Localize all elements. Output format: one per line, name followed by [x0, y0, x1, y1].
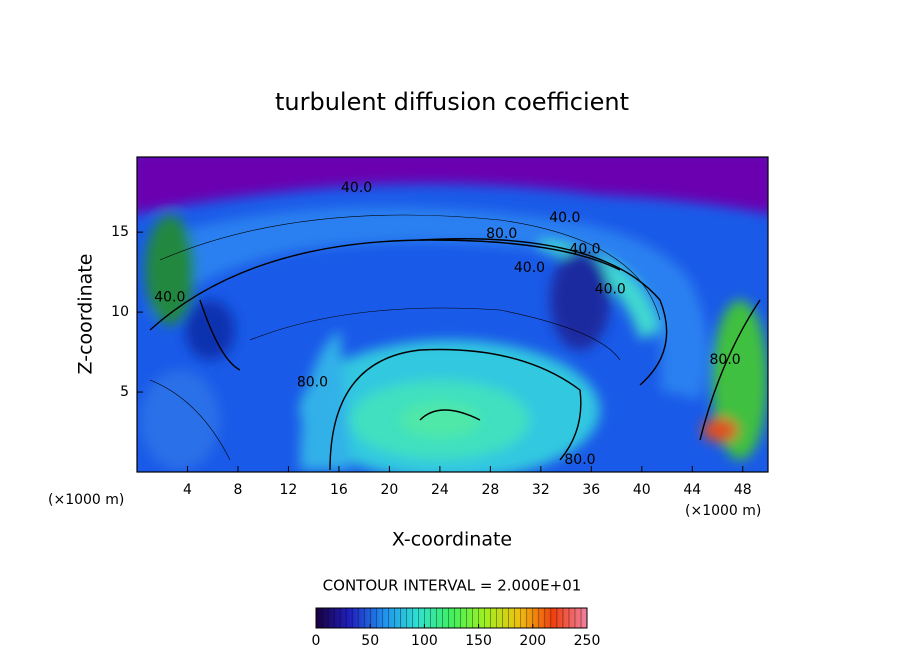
contour-interval: CONTOUR INTERVAL = 2.000E+01: [323, 577, 582, 595]
y-tick-label: 5: [120, 384, 129, 400]
contour-label: 40.0: [514, 260, 545, 276]
y-axis-label: Z-coordinate: [75, 254, 97, 375]
contour-label: 80.0: [297, 374, 328, 390]
x-tick-label: 40: [633, 482, 651, 498]
x-unit: (×1000 m): [685, 503, 761, 519]
contour-label: 80.0: [710, 352, 741, 368]
x-tick-label: 12: [280, 482, 298, 498]
chart-title: turbulent diffusion coefficient: [275, 88, 629, 116]
contour-label: 80.0: [564, 452, 595, 468]
x-tick-label: 20: [380, 482, 398, 498]
x-tick-label: 32: [532, 482, 550, 498]
colorbar-tick-label: 200: [519, 633, 546, 649]
x-tick-label: 28: [481, 482, 499, 498]
x-tick-label: 4: [183, 482, 192, 498]
contour-label: 40.0: [341, 180, 372, 196]
colorbar-tick-label: 250: [574, 633, 601, 649]
plot-frame: [136, 156, 769, 473]
x-tick-label: 16: [330, 482, 348, 498]
colorbar-tick-label: 0: [312, 633, 321, 649]
x-tick-label: 44: [683, 482, 701, 498]
colorbar-tick-label: 100: [411, 633, 438, 649]
x-tick-label: 24: [431, 482, 449, 498]
x-axis-label: X-coordinate: [392, 529, 512, 551]
colorbar: [315, 607, 588, 629]
contour-label: 40.0: [595, 282, 626, 298]
x-tick-label: 48: [734, 482, 752, 498]
contour-label: 40.0: [154, 290, 185, 306]
y-tick-label: 15: [111, 224, 129, 240]
contour-label: 80.0: [486, 226, 517, 242]
contour-label: 40.0: [569, 242, 600, 258]
x-tick-label: 8: [233, 482, 242, 498]
colorbar-tick-label: 150: [465, 633, 492, 649]
y-tick-label: 10: [111, 304, 129, 320]
contour-label: 40.0: [549, 210, 580, 226]
x-tick-label: 36: [582, 482, 600, 498]
colorbar-tick-label: 50: [361, 633, 379, 649]
field: [137, 157, 768, 472]
x-unit: (×1000 m): [48, 492, 124, 508]
